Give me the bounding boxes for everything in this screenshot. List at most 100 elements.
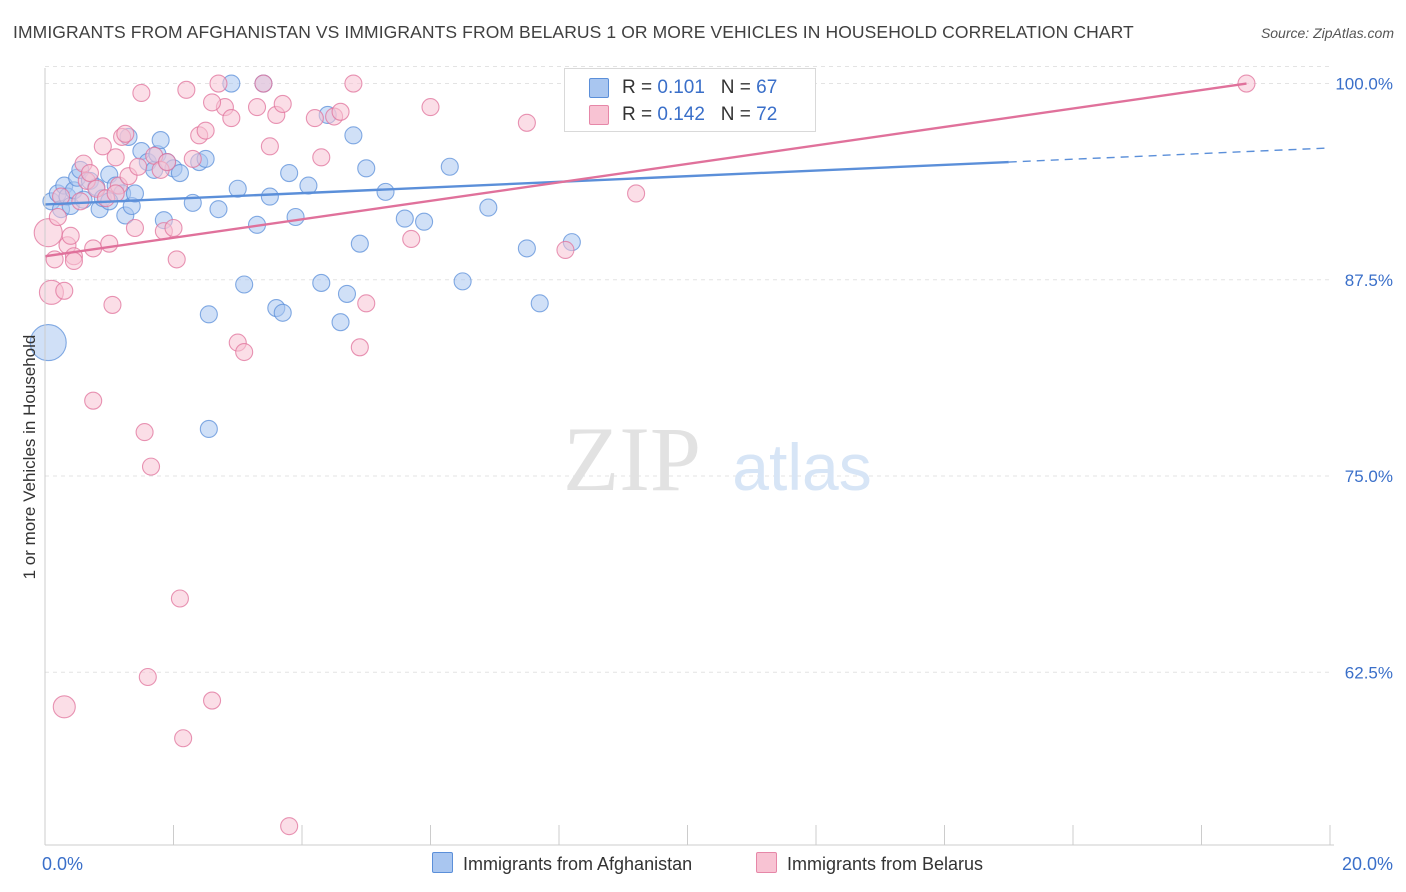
data-point (52, 187, 71, 206)
data-point (106, 148, 125, 167)
data-point (350, 338, 369, 357)
legend-n-label: N = (720, 77, 751, 98)
data-point (331, 102, 350, 121)
data-point (273, 94, 292, 114)
data-point (440, 157, 459, 176)
data-point (52, 695, 76, 719)
data-point (84, 391, 103, 410)
data-point (138, 667, 157, 687)
legend-r-label: R = (622, 104, 653, 125)
legend: R = 0.101 N = 67 R = 0.142 N = 72 (564, 68, 816, 132)
data-point (203, 93, 222, 112)
data-point (254, 74, 273, 93)
grid-lines (45, 66, 1330, 673)
data-point (344, 126, 363, 145)
data-point (125, 218, 144, 238)
legend-r-value: 0.142 (657, 104, 705, 125)
data-point (135, 423, 154, 442)
chart-title: IMMIGRANTS FROM AFGHANISTAN VS IMMIGRANT… (13, 22, 1134, 42)
data-point (209, 200, 228, 219)
data-point (280, 163, 299, 183)
data-point (103, 295, 122, 314)
data-point (453, 272, 472, 291)
data-point (170, 589, 189, 608)
data-point (80, 163, 100, 183)
data-point (357, 294, 376, 313)
data-point (312, 148, 331, 167)
data-point (228, 179, 247, 198)
data-point (402, 229, 421, 249)
data-point (55, 281, 74, 300)
y-tick-label: 87.5% (1345, 271, 1393, 290)
trend-line (44, 160, 1009, 206)
data-point (209, 74, 228, 93)
legend-n-label: N = (720, 104, 751, 125)
data-point (344, 74, 363, 93)
bottom-legend-swatch-belarus (756, 852, 777, 873)
data-point (286, 207, 305, 227)
data-point (331, 313, 350, 332)
legend-swatch-belarus (589, 105, 609, 125)
data-point (357, 159, 376, 178)
legend-r-label: R = (622, 77, 653, 98)
x-tick-label-min: 0.0% (42, 854, 83, 874)
y-axis-label: 1 or more Vehicles in Household (20, 334, 39, 580)
axes (44, 68, 1334, 846)
bottom-legend-swatch-afghanistan (432, 852, 453, 873)
data-point (61, 226, 80, 245)
data-point (517, 113, 536, 132)
data-point (71, 192, 90, 211)
data-point (627, 184, 646, 203)
series-belarus-points (33, 74, 1256, 836)
y-tick-label: 75.0% (1345, 467, 1393, 486)
data-point (199, 305, 218, 324)
data-point (132, 83, 151, 103)
data-point (177, 80, 196, 99)
data-point (64, 251, 83, 271)
data-point (170, 163, 189, 183)
data-point (312, 273, 331, 292)
tick-labels: 62.5% 75.0% 87.5% 100.0% 0.0% 20.0% (42, 75, 1393, 874)
data-point (158, 153, 177, 172)
data-point (125, 184, 144, 203)
data-point (235, 342, 254, 362)
bottom-legend-label-belarus: Immigrants from Belarus (787, 854, 984, 874)
legend-r-value: 0.101 (657, 77, 705, 98)
data-point (222, 109, 241, 128)
data-point (93, 137, 112, 156)
data-point (517, 239, 536, 258)
data-point (395, 209, 414, 228)
data-point (350, 234, 369, 253)
data-point (106, 184, 125, 203)
data-point (260, 137, 279, 156)
trend-line-extension (1008, 147, 1331, 163)
bottom-legend-afghanistan: Immigrants from Afghanistan (432, 852, 692, 875)
trend-line (44, 82, 1247, 258)
data-point (167, 250, 186, 269)
y-tick-label: 62.5% (1345, 663, 1393, 682)
y-tick-label: 100.0% (1335, 75, 1393, 94)
data-point (337, 284, 357, 303)
data-point (100, 234, 119, 253)
trend-lines (44, 82, 1331, 258)
data-point (174, 729, 193, 748)
data-point (479, 198, 498, 217)
watermark: ZIP atlas (563, 408, 872, 510)
data-point (273, 303, 292, 322)
data-point (164, 218, 183, 238)
data-point (556, 240, 575, 260)
data-point (305, 109, 324, 128)
data-point (299, 176, 318, 195)
data-point (280, 817, 299, 836)
watermark-zip: ZIP (563, 408, 701, 510)
data-point (415, 212, 434, 231)
data-point (196, 121, 215, 140)
data-point (199, 419, 218, 439)
data-point (141, 457, 161, 476)
data-point (247, 98, 267, 117)
data-point (151, 131, 170, 150)
data-point (260, 187, 279, 206)
data-point (48, 207, 67, 227)
legend-n-value: 72 (756, 104, 778, 125)
